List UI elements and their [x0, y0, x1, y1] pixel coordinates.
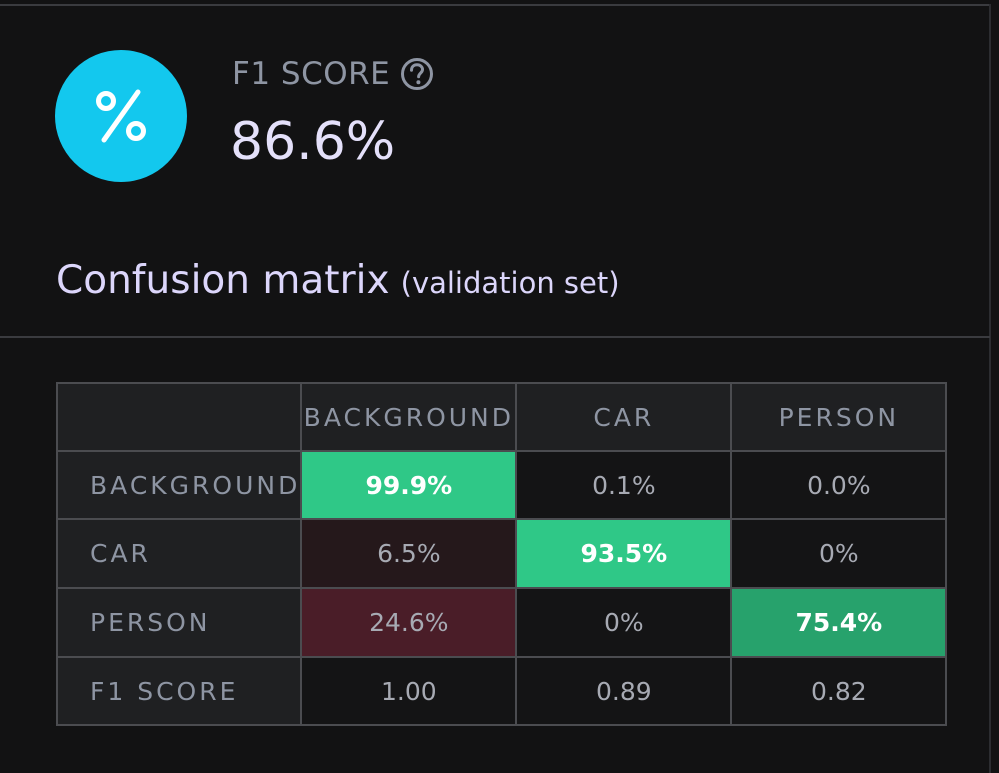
- column-header-person: PERSON: [730, 382, 948, 452]
- metric-label: F1 SCORE: [232, 56, 391, 92]
- percent-icon: [55, 50, 187, 182]
- section-divider: [0, 336, 990, 338]
- question-circle-icon[interactable]: [400, 57, 434, 91]
- section-title: Confusion matrix (validation set): [56, 258, 620, 303]
- matrix-cell: 24.6%: [300, 587, 518, 658]
- matrix-cell: 0%: [515, 587, 733, 658]
- metric-label-row: F1 SCORE: [232, 56, 434, 92]
- matrix-cell: 6.5%: [300, 518, 518, 589]
- matrix-cell: 0.1%: [515, 450, 733, 520]
- row-header-f1-score: F1 SCORE: [55, 656, 303, 726]
- confusion-matrix-table: BACKGROUND CAR PERSON BACKGROUND 99.9% 0…: [55, 382, 948, 726]
- matrix-cell: 0.89: [515, 656, 733, 726]
- matrix-row-f1-score: F1 SCORE 1.00 0.89 0.82: [55, 656, 948, 726]
- matrix-cell: 0.82: [730, 656, 948, 726]
- right-divider: [989, 4, 991, 773]
- row-header-person: PERSON: [55, 587, 303, 658]
- row-header-car: CAR: [55, 518, 303, 589]
- matrix-cell: 93.5%: [515, 518, 733, 589]
- matrix-row-person: PERSON 24.6% 0% 75.4%: [55, 587, 948, 658]
- section-title-main: Confusion matrix: [56, 258, 390, 303]
- matrix-row-background: BACKGROUND 99.9% 0.1% 0.0%: [55, 450, 948, 520]
- matrix-corner-cell: [55, 382, 303, 452]
- top-divider: [0, 4, 990, 6]
- matrix-cell: 75.4%: [730, 587, 948, 658]
- matrix-row-car: CAR 6.5% 93.5% 0%: [55, 518, 948, 589]
- matrix-cell: 1.00: [300, 656, 518, 726]
- column-header-car: CAR: [515, 382, 733, 452]
- matrix-cell: 99.9%: [300, 450, 518, 520]
- matrix-cell: 0%: [730, 518, 948, 589]
- row-header-background: BACKGROUND: [55, 450, 303, 520]
- metric-value: 86.6%: [230, 112, 396, 172]
- section-title-subtitle: (validation set): [400, 266, 620, 300]
- column-header-background: BACKGROUND: [300, 382, 518, 452]
- matrix-cell: 0.0%: [730, 450, 948, 520]
- matrix-header-row: BACKGROUND CAR PERSON: [55, 382, 948, 452]
